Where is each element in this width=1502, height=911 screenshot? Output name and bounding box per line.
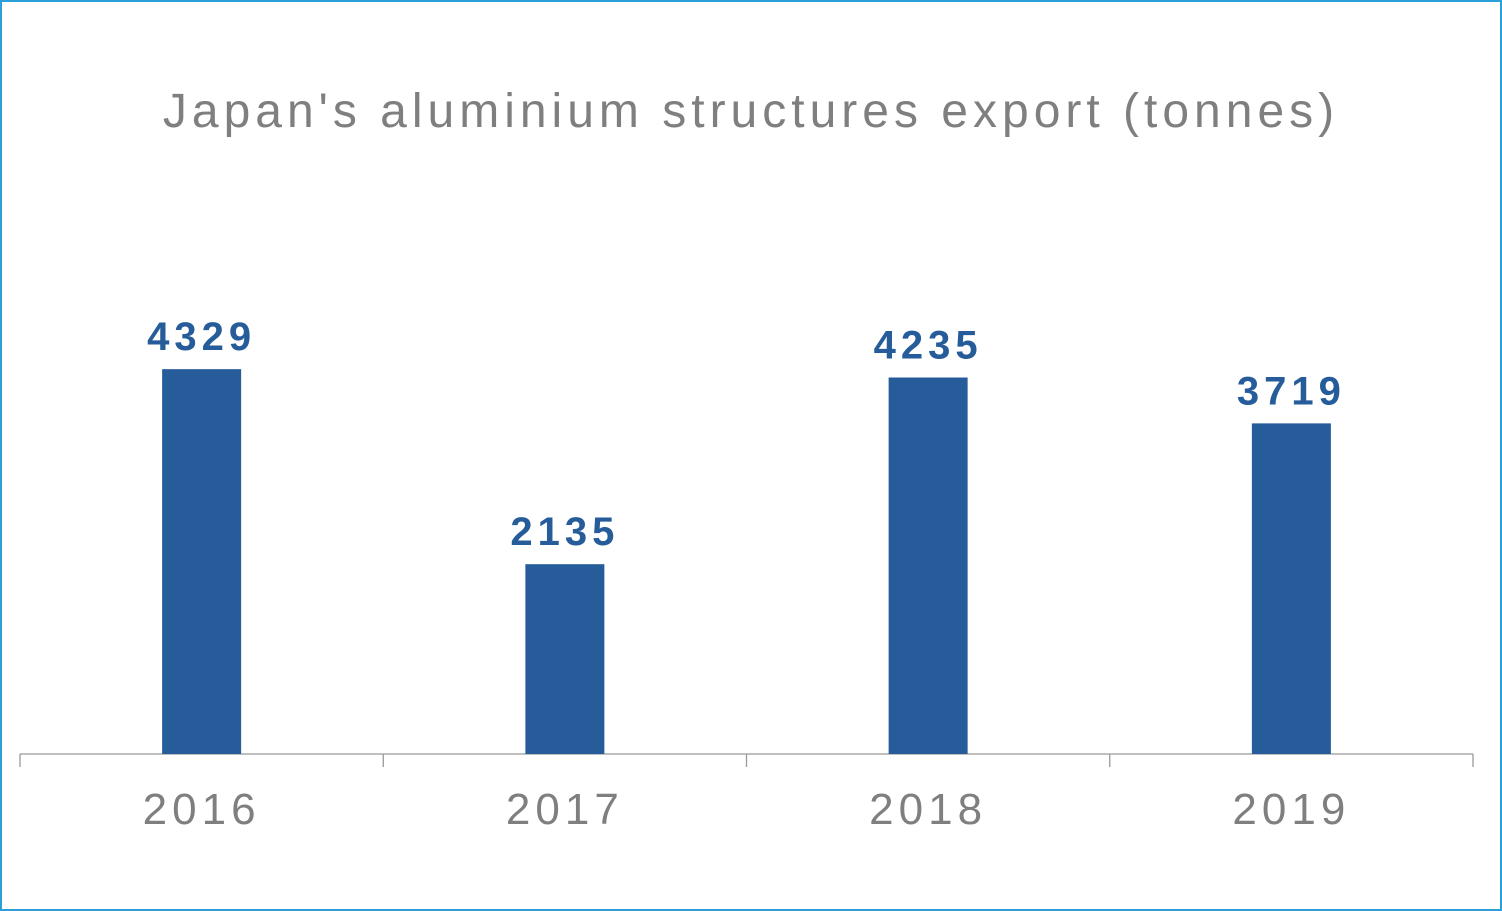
x-tick-label-2016: 2016 bbox=[143, 785, 261, 834]
bar-2018 bbox=[888, 377, 968, 754]
bar-2019 bbox=[1251, 423, 1331, 754]
bar-2016 bbox=[162, 369, 242, 754]
x-tick-label-2018: 2018 bbox=[869, 785, 987, 834]
bar-2017 bbox=[525, 564, 605, 754]
chart-title: Japan's aluminium structures export (ton… bbox=[162, 85, 1340, 138]
data-label-2016: 4329 bbox=[147, 315, 256, 359]
data-label-2019: 3719 bbox=[1237, 369, 1346, 413]
data-label-2017: 2135 bbox=[510, 510, 619, 554]
data-label-2018: 4235 bbox=[874, 324, 983, 368]
x-tick-label-2019: 2019 bbox=[1232, 785, 1350, 834]
x-tick-label-2017: 2017 bbox=[506, 785, 624, 834]
